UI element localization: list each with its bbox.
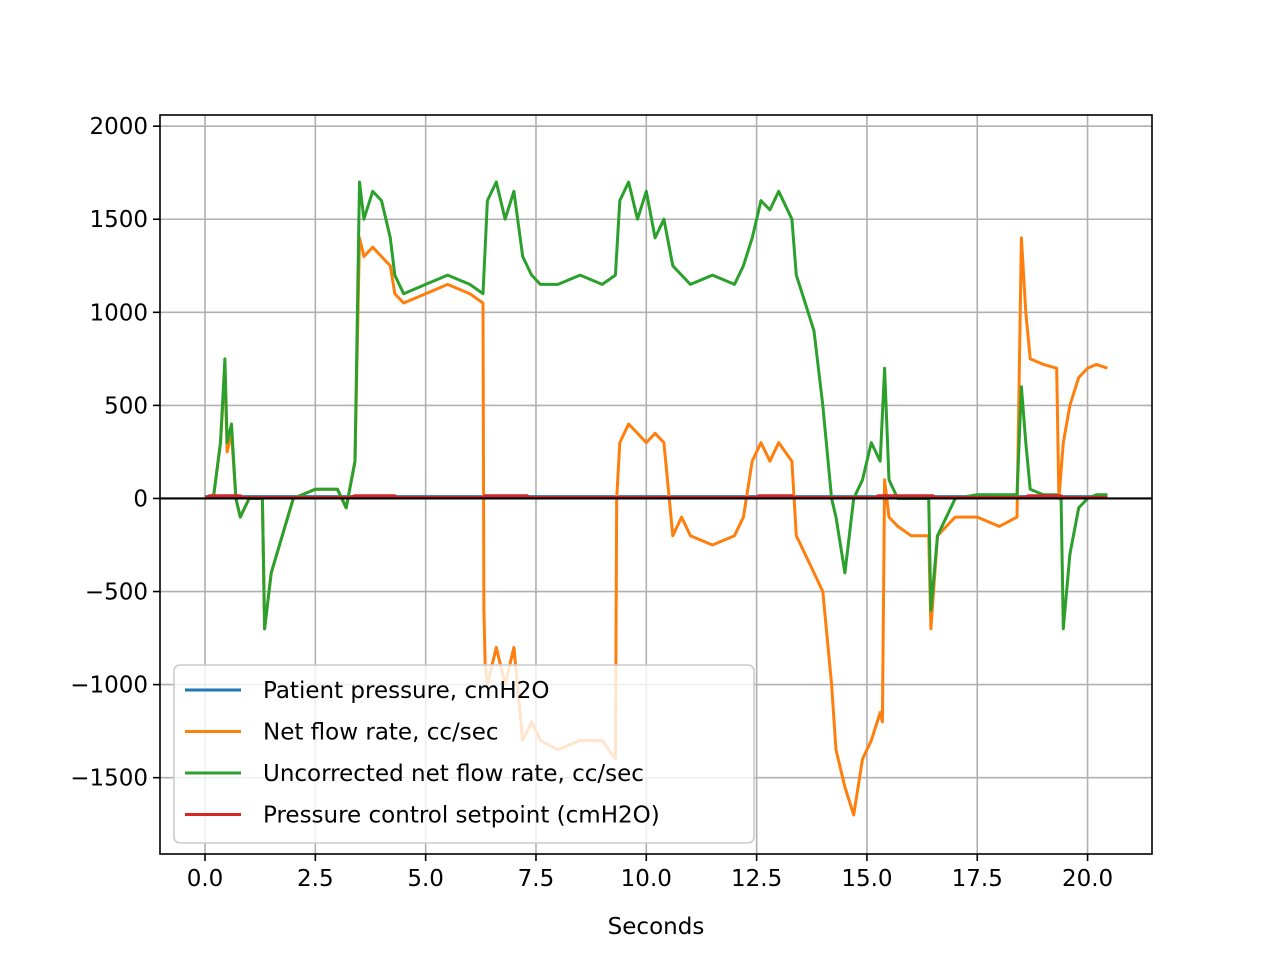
y-tick-label: −500 (85, 580, 148, 606)
x-tick-label: 5.0 (407, 866, 444, 892)
legend-label: Patient pressure, cmH2O (263, 678, 549, 704)
legend-label: Uncorrected net flow rate, cc/sec (263, 761, 644, 787)
x-tick-label: 10.0 (621, 866, 672, 892)
x-tick-label: 2.5 (297, 866, 334, 892)
y-tick-label: 2000 (89, 114, 148, 140)
plot-frame (159, 114, 1153, 855)
x-tick-label: 7.5 (518, 866, 555, 892)
legend-label: Pressure control setpoint (cmH2O) (263, 803, 660, 829)
x-tick-label: 20.0 (1062, 866, 1113, 892)
x-axis-label: Seconds (608, 914, 705, 940)
legend-label: Net flow rate, cc/sec (263, 720, 499, 746)
legend: Patient pressure, cmH2O Net flow rate, cc… (173, 664, 755, 844)
x-tick-label: 0.0 (187, 866, 224, 892)
y-tick-label: 500 (104, 393, 148, 419)
x-axis: 0.0 2.5 5.0 7.5 10.0 12.5 15.0 17.5 20.0 (187, 854, 1113, 892)
x-tick-label: 15.0 (841, 866, 892, 892)
y-tick-label: −1500 (70, 766, 148, 792)
y-tick-label: 1000 (89, 300, 148, 326)
y-tick-label: −1000 (70, 673, 148, 699)
x-tick-label: 17.5 (952, 866, 1003, 892)
y-tick-label: 1500 (89, 207, 148, 233)
y-tick-label: 0 (133, 486, 148, 512)
x-tick-label: 12.5 (731, 866, 782, 892)
y-axis: −1500 −1000 −500 0 500 1000 1500 2000 (70, 114, 160, 792)
legend-box (173, 664, 755, 844)
